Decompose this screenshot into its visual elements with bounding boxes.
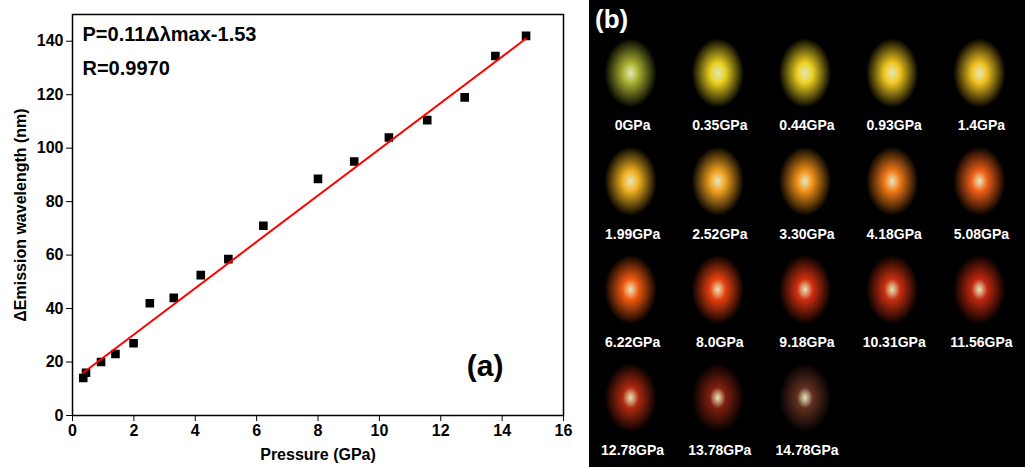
svg-text:9.18GPa: 9.18GPa xyxy=(779,334,834,350)
svg-text:120: 120 xyxy=(37,86,64,103)
svg-text:0.93GPa: 0.93GPa xyxy=(867,117,922,133)
svg-text:40: 40 xyxy=(46,300,64,317)
svg-text:0.44GPa: 0.44GPa xyxy=(779,117,834,133)
svg-text:20: 20 xyxy=(46,353,64,370)
svg-text:0GPa: 0GPa xyxy=(615,117,651,133)
svg-text:10.31GPa: 10.31GPa xyxy=(863,334,926,350)
svg-text:80: 80 xyxy=(46,193,64,210)
svg-text:12.78GPa: 12.78GPa xyxy=(601,442,664,458)
svg-text:10: 10 xyxy=(370,422,388,439)
svg-text:Pressure (GPa): Pressure (GPa) xyxy=(260,446,376,463)
svg-text:0: 0 xyxy=(68,422,77,439)
svg-text:0: 0 xyxy=(55,407,64,424)
svg-text:P=0.11Δλmax-1.53: P=0.11Δλmax-1.53 xyxy=(83,23,257,45)
svg-text:ΔEmission wavelength (nm): ΔEmission wavelength (nm) xyxy=(12,108,29,321)
svg-text:1.4GPa: 1.4GPa xyxy=(958,117,1006,133)
svg-text:1.99GPa: 1.99GPa xyxy=(605,226,660,242)
svg-text:4.18GPa: 4.18GPa xyxy=(867,226,922,242)
svg-text:5.08GPa: 5.08GPa xyxy=(954,226,1009,242)
svg-text:8: 8 xyxy=(314,422,323,439)
svg-text:60: 60 xyxy=(46,246,64,263)
svg-text:12: 12 xyxy=(432,422,450,439)
svg-text:14: 14 xyxy=(493,422,511,439)
svg-text:8.0GPa: 8.0GPa xyxy=(696,334,744,350)
svg-text:140: 140 xyxy=(37,32,64,49)
svg-text:6: 6 xyxy=(252,422,261,439)
svg-text:2: 2 xyxy=(129,422,138,439)
svg-text:6.22GPa: 6.22GPa xyxy=(605,334,660,350)
svg-text:13.78GPa: 13.78GPa xyxy=(688,442,751,458)
svg-text:0.35GPa: 0.35GPa xyxy=(692,117,747,133)
svg-text:4: 4 xyxy=(191,422,200,439)
svg-text:16: 16 xyxy=(555,422,573,439)
svg-text:100: 100 xyxy=(37,139,64,156)
svg-text:(a): (a) xyxy=(467,349,504,382)
svg-text:3.30GPa: 3.30GPa xyxy=(779,226,834,242)
svg-text:(b): (b) xyxy=(595,4,628,34)
svg-text:14.78GPa: 14.78GPa xyxy=(775,442,838,458)
svg-text:R=0.9970: R=0.9970 xyxy=(83,57,170,79)
svg-text:11.56GPa: 11.56GPa xyxy=(950,334,1012,350)
svg-text:2.52GPa: 2.52GPa xyxy=(692,226,747,242)
